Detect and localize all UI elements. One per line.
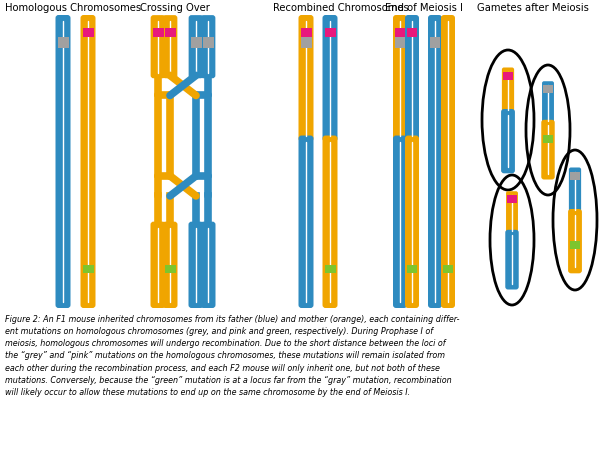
Text: Crossing Over: Crossing Over xyxy=(140,3,210,13)
FancyBboxPatch shape xyxy=(80,15,95,308)
FancyBboxPatch shape xyxy=(542,81,554,124)
FancyBboxPatch shape xyxy=(200,222,215,308)
Bar xyxy=(407,28,417,37)
Bar xyxy=(543,135,553,143)
Bar xyxy=(58,37,68,48)
Bar xyxy=(443,265,453,273)
FancyBboxPatch shape xyxy=(56,15,71,308)
FancyBboxPatch shape xyxy=(441,15,455,308)
FancyBboxPatch shape xyxy=(502,67,514,114)
Bar xyxy=(301,28,311,37)
FancyBboxPatch shape xyxy=(323,135,337,308)
FancyBboxPatch shape xyxy=(405,15,419,141)
FancyBboxPatch shape xyxy=(393,15,407,141)
Bar xyxy=(325,265,335,273)
Bar xyxy=(507,195,517,203)
FancyBboxPatch shape xyxy=(568,209,582,273)
FancyBboxPatch shape xyxy=(188,222,203,308)
FancyBboxPatch shape xyxy=(299,135,314,308)
Bar xyxy=(325,28,335,37)
Bar xyxy=(164,265,176,273)
Bar xyxy=(191,37,202,48)
FancyBboxPatch shape xyxy=(501,109,515,174)
FancyBboxPatch shape xyxy=(200,15,215,78)
Text: Gametes after Meiosis: Gametes after Meiosis xyxy=(477,3,589,13)
FancyBboxPatch shape xyxy=(299,15,314,141)
FancyBboxPatch shape xyxy=(323,15,337,141)
Bar xyxy=(301,37,311,48)
FancyBboxPatch shape xyxy=(428,15,442,308)
FancyBboxPatch shape xyxy=(506,191,518,235)
Bar xyxy=(395,28,405,37)
Bar xyxy=(407,265,417,273)
Bar xyxy=(543,85,553,93)
Bar xyxy=(570,241,580,249)
FancyBboxPatch shape xyxy=(405,135,419,308)
Bar xyxy=(203,37,214,48)
Text: Homologous Chromosomes: Homologous Chromosomes xyxy=(5,3,141,13)
Bar xyxy=(395,37,405,48)
Bar xyxy=(83,265,94,273)
Bar xyxy=(430,37,440,48)
FancyBboxPatch shape xyxy=(541,120,555,179)
Text: Recombined Chromosomes: Recombined Chromosomes xyxy=(273,3,409,13)
FancyBboxPatch shape xyxy=(569,168,581,214)
FancyBboxPatch shape xyxy=(151,222,166,308)
FancyBboxPatch shape xyxy=(163,15,178,78)
Bar xyxy=(503,72,513,80)
Text: End of Meiosis I: End of Meiosis I xyxy=(385,3,463,13)
FancyBboxPatch shape xyxy=(505,230,519,290)
FancyBboxPatch shape xyxy=(163,222,178,308)
Bar xyxy=(570,172,580,179)
Bar xyxy=(152,28,163,37)
Bar xyxy=(83,28,94,37)
FancyBboxPatch shape xyxy=(393,135,407,308)
Bar xyxy=(164,28,176,37)
FancyBboxPatch shape xyxy=(151,15,166,78)
Text: Figure 2: An F1 mouse inherited chromosomes from its father (blue) and mother (o: Figure 2: An F1 mouse inherited chromoso… xyxy=(5,315,460,397)
FancyBboxPatch shape xyxy=(188,15,203,78)
